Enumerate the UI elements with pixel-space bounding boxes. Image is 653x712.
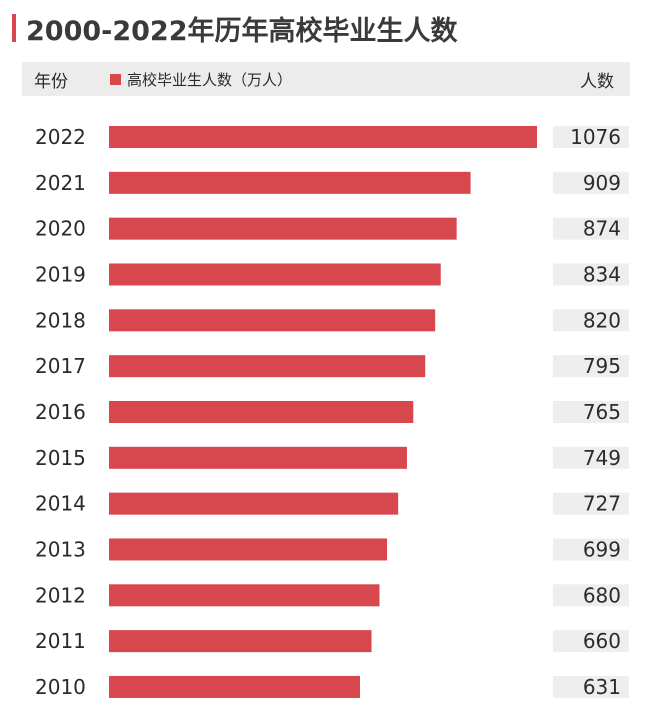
- value-cell-background: [553, 217, 629, 240]
- data-label: 660: [583, 629, 621, 653]
- bar: [109, 446, 407, 469]
- year-label: 2017: [35, 354, 86, 378]
- data-label: 820: [583, 308, 621, 332]
- bar: [109, 675, 360, 698]
- data-label: 699: [583, 537, 621, 561]
- bar: [109, 309, 436, 332]
- data-label: 795: [583, 354, 621, 378]
- year-label: 2020: [35, 217, 86, 241]
- year-label: 2016: [35, 400, 86, 424]
- year-label: 2022: [35, 125, 86, 149]
- bar: [109, 217, 457, 240]
- value-cell-background: [553, 446, 629, 469]
- year-label: 2018: [35, 308, 86, 332]
- bar: [109, 171, 471, 194]
- year-label: 2019: [35, 262, 86, 286]
- legend-swatch: [110, 73, 121, 85]
- data-label: 1076: [570, 125, 621, 149]
- year-column-header: 年份: [34, 71, 68, 92]
- count-column-header: 人数: [580, 71, 614, 92]
- year-label: 2010: [35, 675, 86, 699]
- bar: [109, 538, 388, 561]
- value-cell-background: [553, 263, 629, 286]
- year-label: 2021: [35, 171, 86, 195]
- title-accent-bar: [12, 14, 16, 42]
- year-label: 2012: [35, 583, 86, 607]
- data-label: 727: [583, 492, 621, 516]
- data-label: 631: [583, 675, 621, 699]
- value-cell-background: [553, 309, 629, 332]
- value-cell-background: [553, 171, 629, 194]
- chart-title: 2000-2022年历年高校毕业生人数: [26, 15, 458, 47]
- data-label: 765: [583, 400, 621, 424]
- bar: [109, 400, 414, 423]
- value-cell-background: [553, 538, 629, 561]
- bar: [109, 584, 380, 607]
- data-label: 834: [583, 262, 621, 286]
- data-label: 909: [583, 171, 621, 195]
- year-label: 2014: [35, 492, 86, 516]
- bar: [109, 355, 426, 378]
- bar: [109, 263, 441, 286]
- data-label: 749: [583, 446, 621, 470]
- table-header: 年份 高校毕业生人数（万人） 人数: [22, 62, 630, 96]
- value-cell-background: [553, 492, 629, 515]
- bar: [109, 126, 537, 148]
- year-label: 2015: [35, 446, 86, 470]
- value-cell-background: [553, 400, 629, 423]
- value-cell-background: [553, 355, 629, 378]
- data-label: 680: [583, 583, 621, 607]
- value-cell-background: [553, 630, 629, 653]
- bar: [109, 630, 372, 653]
- value-cell-background: [553, 126, 629, 148]
- year-label: 2013: [35, 537, 86, 561]
- bar: [109, 492, 399, 515]
- legend-label: 高校毕业生人数（万人）: [127, 70, 293, 89]
- year-label: 2011: [35, 629, 86, 653]
- data-label: 874: [583, 217, 621, 241]
- title-row: 2000-2022年历年高校毕业生人数: [12, 8, 458, 48]
- value-cell-background: [553, 584, 629, 607]
- legend: 高校毕业生人数（万人）: [110, 69, 292, 90]
- value-cell-background: [553, 675, 629, 698]
